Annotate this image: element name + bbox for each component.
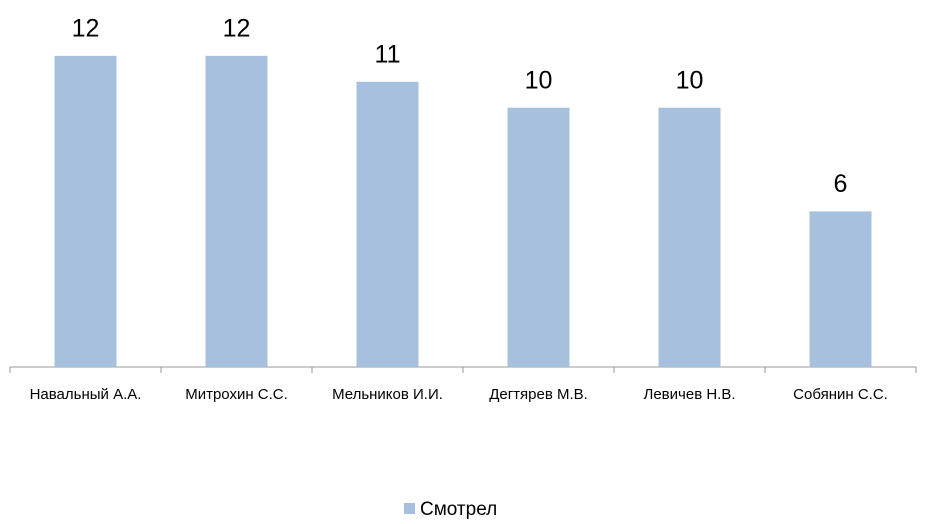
data-label: 6 — [834, 170, 848, 198]
data-label: 12 — [72, 14, 100, 42]
data-label: 10 — [525, 66, 553, 94]
x-tick-label: Дегтярев М.В. — [489, 386, 588, 403]
bar — [54, 55, 117, 367]
x-tick-label: Навальный А.А. — [30, 386, 142, 403]
legend-swatch — [404, 503, 415, 514]
x-tick-label: Собянин С.С. — [793, 386, 888, 403]
data-label: 10 — [676, 66, 704, 94]
bar — [205, 55, 268, 367]
bar — [809, 211, 872, 367]
legend-label: Смотрел — [420, 499, 497, 520]
x-tick-label: Митрохин С.С. — [185, 386, 288, 403]
bar — [507, 107, 570, 367]
bar — [658, 107, 721, 367]
data-label: 12 — [223, 14, 251, 42]
data-label: 11 — [375, 40, 401, 68]
x-tick-label: Левичев Н.В. — [644, 386, 736, 403]
bar — [356, 81, 419, 368]
x-tick-label: Мельников И.И. — [332, 386, 443, 403]
